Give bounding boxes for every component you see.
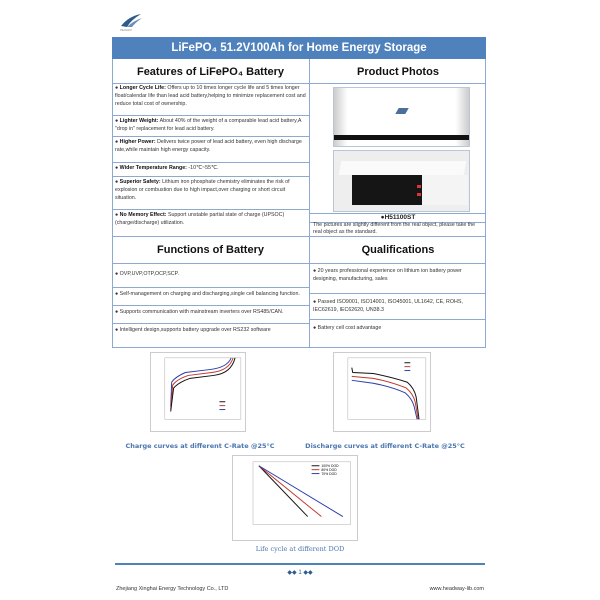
- logo: HEADWAY: [117, 12, 147, 32]
- feature-item: ● Lighter Weight: About 40% of the weigh…: [112, 116, 309, 137]
- footer-website: www.headway-lib.com: [429, 586, 484, 592]
- qualification-item: ● Battery cell cost advantage: [313, 325, 382, 331]
- document-title: LiFePO₄ 51.2V100Ah for Home Energy Stora…: [112, 37, 486, 59]
- feature-item: ● No Memory Effect: Support unstable par…: [115, 212, 285, 226]
- footer-company: Zhejiang Xinghai Energy Technology Co., …: [116, 586, 229, 592]
- functions-heading: Functions of Battery: [157, 244, 264, 256]
- feature-item: ● Longer Cycle Life: Offers up to 10 tim…: [112, 83, 309, 116]
- feature-item: ● Wider Temperature Range: -10℃~55℃.: [112, 163, 309, 177]
- feature-item: ● Superior Safety: Lithium iron phosphat…: [112, 177, 309, 210]
- function-item: ● Self-management on charging and discha…: [112, 288, 309, 306]
- page-number: 1: [298, 570, 302, 576]
- function-item: ● Supports communication with mainstream…: [112, 306, 309, 324]
- product-photo-angle: [333, 150, 470, 212]
- model-label: ●H51100ST: [380, 214, 416, 221]
- charge-curves-chart: [150, 352, 246, 432]
- svg-text:HEADWAY: HEADWAY: [120, 29, 133, 32]
- photos-heading: Product Photos: [357, 66, 439, 78]
- footer-divider: [115, 563, 485, 565]
- page-ornament: ◆◆ 1 ◆◆: [287, 570, 313, 576]
- qualifications-heading: Qualifications: [361, 244, 435, 256]
- headway-logo-icon: HEADWAY: [120, 14, 142, 32]
- legend-100-dod: 100% DOD: [321, 464, 339, 468]
- photo-note: The pictures are slightly different from…: [313, 222, 476, 235]
- qualification-item: ● Passed ISO9001, ISO14001, ISO45001, UL…: [310, 294, 486, 320]
- feature-item: ● Higher Power: Delivers twice power of …: [112, 137, 309, 163]
- life-caption: Life cycle at different DOD: [255, 545, 345, 553]
- function-item: ● Intelligent design,supports battery up…: [115, 327, 271, 333]
- function-item: ● OVP,UVP,OTP,OCP,SCP.: [112, 263, 309, 288]
- charge-caption: Charge curves at different C-Rate @25°C: [125, 442, 275, 450]
- life-cycle-chart: 100% DOD 80% DOD 70% DOD: [232, 455, 358, 541]
- discharge-caption: Discharge curves at different C-Rate @25…: [305, 442, 465, 450]
- features-heading: Features of LiFePO₄ Battery: [136, 66, 285, 78]
- discharge-curves-chart: [333, 352, 431, 432]
- product-photo-front: [333, 87, 470, 147]
- legend-80-dod: 80% DOD: [321, 468, 337, 472]
- legend-70-dod: 70% DOD: [321, 472, 337, 476]
- qualification-item: ● 20 years professional experience on li…: [310, 263, 486, 294]
